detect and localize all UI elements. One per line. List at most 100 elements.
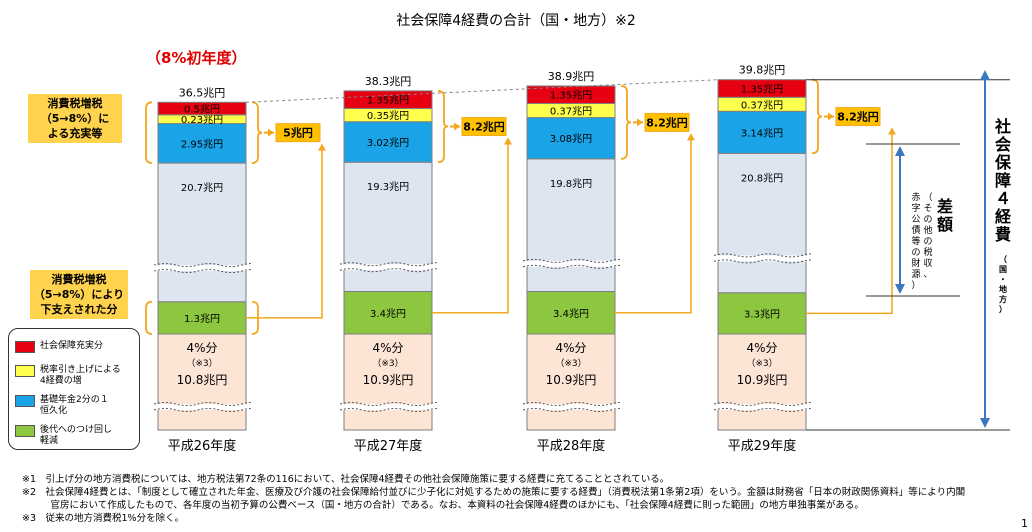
total-note-vertical: ）	[999, 304, 1007, 314]
enhancement-total-box	[644, 112, 690, 132]
legend-swatch	[15, 395, 35, 407]
legend-label: 社会保障充実分	[40, 341, 104, 351]
other-segment	[526, 158, 616, 292]
base-value-label: 10.9兆円	[363, 373, 414, 387]
difference-note: 税	[923, 246, 932, 258]
enhancement-total-label: 8.2兆円	[837, 110, 879, 124]
category-label: 平成27年度	[354, 438, 423, 454]
stabilization-connector-head	[687, 133, 695, 141]
base-note-text: （※3）	[746, 358, 777, 369]
total-arrowhead-bottom	[980, 418, 990, 428]
total-label: 38.3兆円	[365, 75, 412, 88]
category-label: 平成28年度	[537, 438, 606, 454]
enhancement-bracket	[437, 89, 449, 164]
enhancement-total-label: 8.2兆円	[646, 115, 688, 129]
yellow-segment-label: 0.35兆円	[367, 110, 409, 122]
enhancement-arrowhead	[637, 118, 643, 127]
break-line	[153, 408, 252, 412]
base-value-label: 10.9兆円	[546, 373, 597, 387]
legend-label: 基礎年金2分の１ 恒久化	[40, 395, 109, 416]
footnote-1: ※1 引上げ分の地方消費税については、地方税法第72条の116において、社会保障…	[22, 474, 670, 485]
total-label-vertical: 費	[995, 225, 1011, 244]
blue-segment	[343, 121, 433, 163]
total-note-vertical: ・	[999, 275, 1007, 284]
base-segment	[343, 333, 433, 431]
page-title: 社会保障4経費の合計（国・地方）※2	[396, 13, 636, 29]
break-line	[153, 263, 252, 268]
red-segment	[526, 85, 616, 105]
other-value-label: 20.8兆円	[741, 172, 783, 184]
blue-segment-label: 3.02兆円	[367, 137, 409, 149]
base-note-text: （※3）	[186, 358, 217, 369]
blue-segment	[717, 110, 807, 154]
legend-label: 後代へのつけ回し 軽減	[40, 425, 113, 446]
legend-item: 基礎年金2分の１ 恒久化	[15, 395, 109, 417]
stabilization-connector	[615, 134, 692, 314]
legend-item: 社会保障充実分	[15, 341, 103, 353]
enhancement-total-label: 8.2兆円	[463, 120, 505, 134]
difference-note: 、	[923, 270, 932, 280]
blue-segment-label: 3.14兆円	[741, 127, 783, 139]
total-label-vertical: 保	[994, 153, 1012, 172]
red-segment	[157, 101, 247, 116]
legend-swatch	[15, 341, 35, 353]
break-line	[522, 264, 621, 269]
red-segment-label: 1.35兆円	[741, 83, 783, 95]
break-line	[153, 402, 252, 406]
base-top-text: 4%分	[372, 341, 403, 355]
yellow-segment-label: 0.37兆円	[741, 99, 783, 111]
total-note-vertical: （	[999, 254, 1007, 264]
difference-note: 公	[911, 214, 920, 225]
difference-note: 赤	[911, 192, 920, 203]
red-segment-label: 1.35兆円	[367, 95, 409, 107]
total-arrowhead-top	[980, 70, 990, 80]
break-line	[339, 408, 438, 412]
difference-note: 等	[911, 235, 920, 247]
legend: 社会保障充実分 税率引き上げによる 4経費の増 基礎年金2分の１ 恒久化 後代へ…	[8, 328, 140, 450]
total-label-vertical: 会	[995, 135, 1011, 154]
enhancement-bracket	[811, 78, 823, 155]
enhancement-total-box	[275, 123, 321, 143]
other-value-label: 20.7兆円	[181, 182, 223, 194]
base-note-text: （※3）	[555, 358, 586, 369]
break-line	[713, 402, 812, 406]
trend-dashed-line	[245, 79, 719, 103]
break-line	[522, 258, 621, 263]
break-band	[154, 265, 250, 272]
stabilization-connector	[432, 138, 509, 314]
stabilization-connector-head	[504, 137, 512, 145]
footnote-3: ※3 従来の地方消費税1%分を除く。	[22, 513, 185, 524]
difference-note: の	[923, 215, 932, 225]
legend-label: 税率引き上げによる 4経費の増	[40, 365, 121, 386]
stabilization-bracket-left	[145, 300, 153, 335]
break-band	[714, 404, 810, 410]
blue-segment	[157, 123, 247, 164]
green-segment-label: 3.4兆円	[370, 308, 406, 320]
break-line	[713, 408, 812, 412]
base-value-label: 10.8兆円	[177, 373, 228, 387]
enhancement-total-box	[835, 107, 881, 127]
difference-note: そ	[923, 203, 932, 214]
break-line	[522, 408, 621, 412]
enhancement-total-label: 5兆円	[283, 126, 313, 140]
legend-swatch	[15, 425, 35, 437]
total-label-vertical: 経	[995, 207, 1012, 226]
difference-arrowhead-top	[895, 146, 905, 156]
break-band	[340, 404, 436, 410]
difference-note: の	[923, 237, 932, 247]
green-segment	[717, 292, 807, 335]
red-segment	[343, 90, 433, 109]
yellow-segment-label: 0.37兆円	[550, 106, 592, 118]
break-line	[713, 253, 812, 258]
enhancement-side-label: 消費税増税 （5→8%）に よる充実等	[28, 94, 122, 143]
total-label: 36.5兆円	[179, 86, 226, 99]
difference-note: （	[923, 192, 932, 203]
difference-note: 他	[923, 224, 932, 236]
break-band	[523, 260, 619, 267]
break-line	[339, 268, 438, 273]
blue-segment-label: 3.08兆円	[550, 133, 592, 145]
page-number: 1	[1021, 517, 1028, 530]
break-line	[153, 269, 252, 274]
stabilization-connector	[246, 144, 323, 319]
